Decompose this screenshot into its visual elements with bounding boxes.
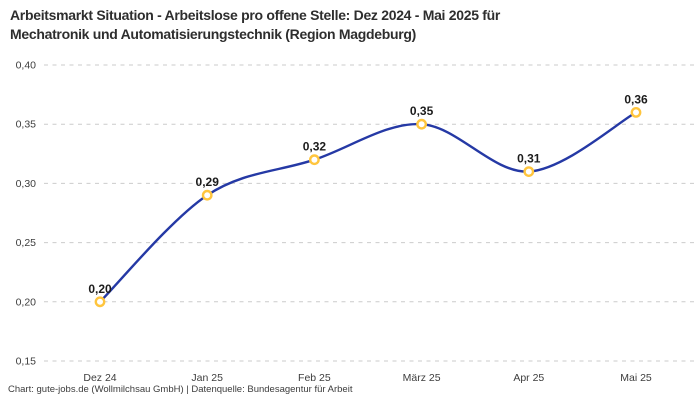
x-axis-tick-label: Apr 25 (513, 372, 544, 384)
data-point-marker (94, 296, 106, 308)
x-axis-tick-label: Dez 24 (83, 372, 116, 384)
y-axis-tick-label: 0,40 (16, 60, 37, 72)
data-point-label: 0,31 (517, 152, 541, 166)
y-axis-tick-label: 0,20 (16, 296, 37, 308)
chart-title-line2: Mechatronik und Automatisierungstechnik … (10, 26, 416, 42)
y-axis-tick-label: 0,30 (16, 178, 37, 190)
data-point-label: 0,35 (410, 104, 434, 118)
data-point-label: 0,36 (624, 92, 648, 106)
data-point-label: 0,29 (196, 175, 220, 189)
x-axis-tick-label: März 25 (403, 372, 441, 384)
y-axis-tick-label: 0,15 (16, 356, 37, 368)
y-axis-tick-label: 0,35 (16, 119, 37, 131)
data-point-label: 0,20 (88, 282, 112, 296)
data-line (98, 111, 638, 303)
data-point-marker (416, 118, 427, 130)
chart-title: Arbeitsmarkt Situation - Arbeitslose pro… (10, 6, 500, 44)
data-point-marker (630, 107, 642, 118)
data-point-marker (308, 154, 320, 166)
x-axis-tick-label: Mai 25 (620, 372, 652, 384)
chart-title-line1: Arbeitsmarkt Situation - Arbeitslose pro… (10, 7, 501, 23)
data-point-marker (523, 166, 535, 178)
y-axis-tick-label: 0,25 (16, 237, 37, 249)
x-axis-tick-label: Feb 25 (298, 372, 331, 384)
data-point-label: 0,32 (303, 140, 327, 154)
chart-attribution: Chart: gute-jobs.de (Wollmilchsau GmbH) … (8, 384, 353, 395)
x-axis-tick-label: Jan 25 (191, 372, 223, 384)
data-point-marker (201, 189, 213, 201)
